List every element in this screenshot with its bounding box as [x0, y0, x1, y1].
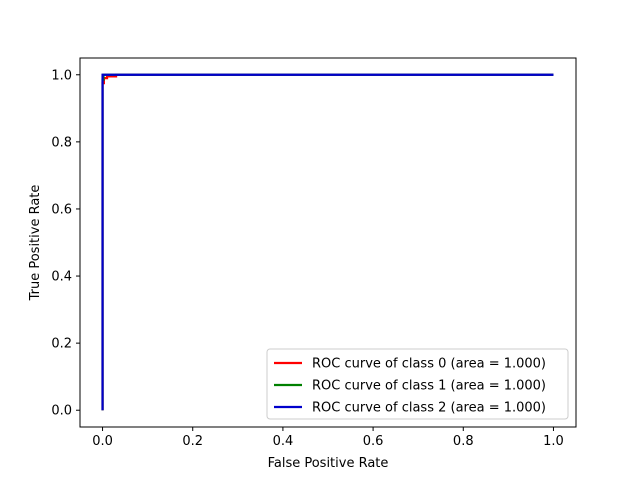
legend-entry-class-2: ROC curve of class 2 (area = 1.000)	[312, 401, 546, 416]
y-tick-label: 0.2	[51, 337, 72, 352]
x-tick-label: 0.8	[453, 434, 474, 449]
legend-entry-class-0: ROC curve of class 0 (area = 1.000)	[312, 357, 546, 372]
legend-box	[266, 348, 569, 420]
y-tick-label: 0.8	[51, 135, 72, 150]
y-tick-label: 0.4	[51, 270, 72, 285]
roc-line-class-2	[101, 73, 554, 411]
x-axis-label: False Positive Rate	[268, 456, 389, 471]
y-tick-label: 1.0	[51, 68, 72, 83]
x-tick-label: 0.6	[363, 434, 384, 449]
x-tick-label: 0.2	[182, 434, 203, 449]
plot-frame	[79, 57, 577, 428]
legend: ROC curve of class 0 (area = 1.000) ROC c…	[266, 348, 569, 420]
legend-entry-class-1: ROC curve of class 1 (area = 1.000)	[312, 379, 546, 394]
x-tick-label: 0.0	[92, 434, 113, 449]
x-tick-label: 0.4	[273, 434, 294, 449]
x-tick-label: 1.0	[543, 434, 564, 449]
plot-lines	[101, 73, 554, 411]
x-axis-ticks: 0.0 0.2 0.4 0.6 0.8 1.0	[92, 427, 564, 449]
y-tick-label: 0.0	[51, 404, 72, 419]
y-tick-label: 0.6	[51, 202, 72, 217]
y-axis-label: True Positive Rate	[28, 185, 43, 302]
y-axis-ticks: 0.0 0.2 0.4 0.6 0.8 1.0	[51, 68, 80, 419]
